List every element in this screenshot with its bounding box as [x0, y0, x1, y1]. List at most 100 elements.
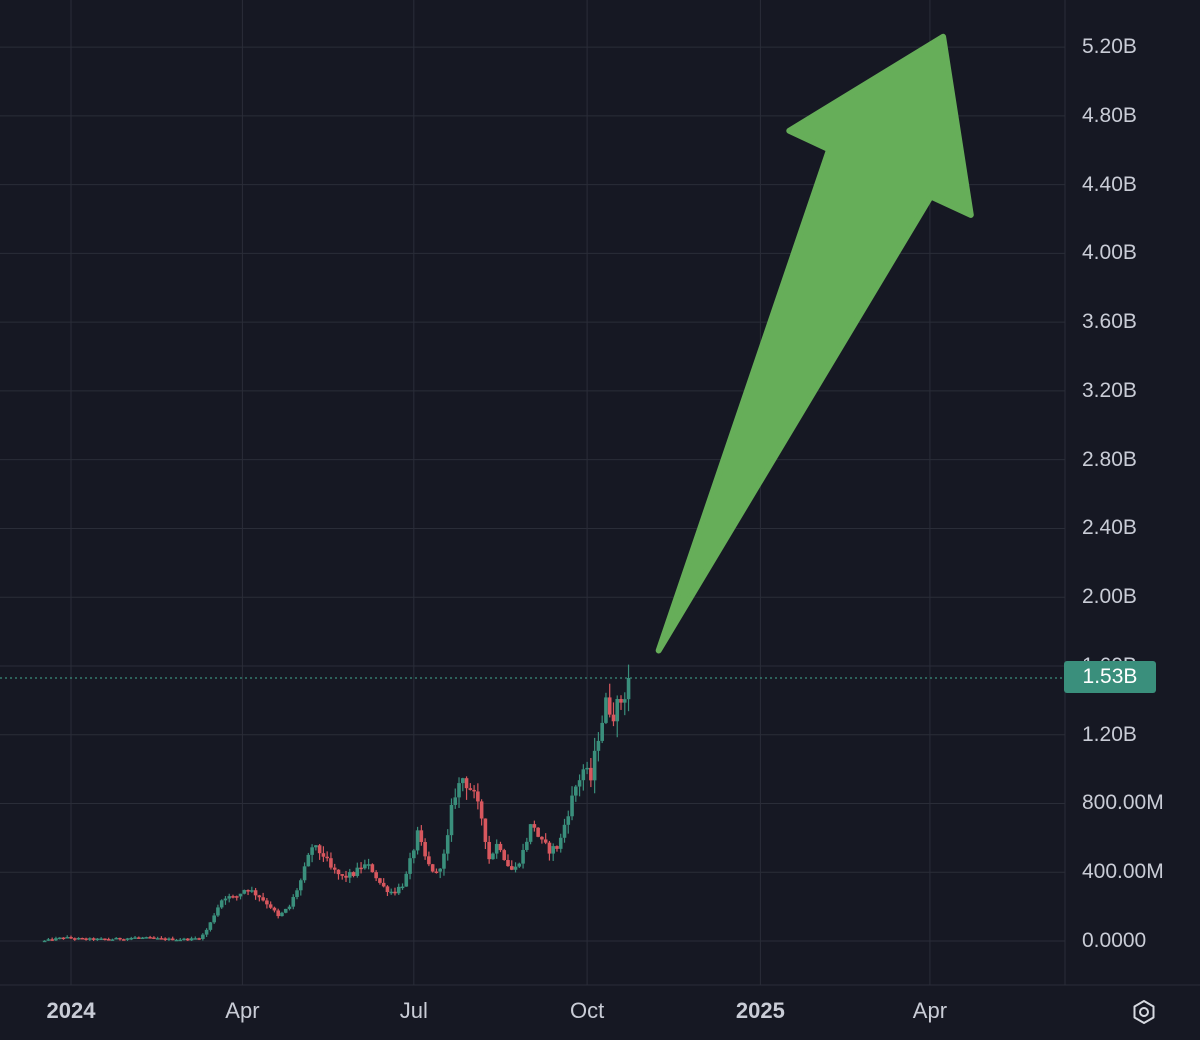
candle-body: [253, 890, 258, 896]
candle-body: [525, 841, 529, 850]
candle-body: [355, 867, 360, 876]
candle-body: [604, 697, 608, 723]
y-tick-label: 3.20B: [1082, 378, 1137, 402]
candle-body: [208, 922, 213, 930]
candle-body: [592, 750, 597, 781]
candle-body: [219, 900, 224, 908]
candle-body: [159, 938, 164, 940]
x-tick-label: Apr: [912, 998, 948, 1023]
x-tick-label: Oct: [569, 998, 605, 1023]
candle-body: [340, 874, 345, 876]
candle-body: [445, 835, 450, 854]
candle-body: [133, 937, 137, 939]
candle-body: [95, 938, 100, 941]
candle-body: [280, 912, 284, 917]
candle-body: [167, 938, 171, 940]
candle-body: [121, 939, 126, 941]
candle-body: [457, 783, 461, 798]
candle-body: [272, 907, 277, 911]
candles-group: [42, 664, 631, 943]
candle-body: [430, 864, 435, 872]
candle-body: [487, 841, 491, 860]
candle-body: [103, 938, 107, 941]
candle-body: [370, 864, 375, 873]
candle-body: [298, 880, 303, 891]
candle-body: [626, 677, 631, 700]
candle-body: [76, 937, 81, 940]
candle-body: [378, 878, 382, 883]
candle-body: [310, 847, 314, 855]
candle-body: [129, 937, 134, 940]
candle-body: [125, 938, 130, 940]
candle-body: [396, 886, 401, 894]
candle-body: [283, 908, 288, 913]
candle-body: [336, 869, 341, 875]
candle-body: [562, 824, 567, 838]
chart-settings-button[interactable]: [1128, 996, 1160, 1028]
candle-body: [359, 867, 363, 870]
candle-body: [118, 937, 122, 940]
candle-body: [558, 837, 563, 849]
candle-body: [491, 853, 495, 860]
candle-body: [517, 863, 522, 867]
candle-body: [589, 767, 593, 781]
candle-body: [521, 849, 525, 864]
candle-body: [366, 864, 371, 866]
candle-body: [234, 896, 239, 898]
candle-body: [332, 867, 337, 870]
candle-body: [114, 937, 119, 940]
candle-body: [170, 938, 175, 941]
candle-body: [163, 938, 167, 940]
y-tick-label: 4.00B: [1082, 241, 1137, 265]
candle-body: [212, 915, 216, 923]
candle-body: [460, 778, 465, 784]
candle-body: [611, 714, 616, 722]
candle-body: [110, 939, 115, 941]
candle-body: [498, 843, 503, 851]
candle-body: [140, 937, 145, 940]
candle-body: [532, 824, 537, 828]
candle-body: [287, 906, 292, 909]
candle-body: [246, 890, 250, 892]
candle-body: [189, 938, 194, 941]
candle-body: [137, 937, 141, 939]
settings-gear-icon: [1133, 1000, 1155, 1024]
candle-body: [325, 856, 329, 859]
candle-body: [317, 845, 322, 854]
candle-body: [427, 856, 431, 865]
candle-body: [464, 778, 469, 789]
candle-body: [321, 853, 326, 857]
candle-body: [423, 842, 427, 857]
candle-body: [178, 939, 183, 942]
candle-body: [72, 938, 77, 940]
y-tick-label: 4.80B: [1082, 103, 1137, 127]
candle-body: [88, 938, 92, 940]
y-tick-label: 4.40B: [1082, 172, 1137, 196]
candle-body: [442, 853, 446, 869]
candle-body: [615, 698, 620, 722]
candle-body: [231, 896, 235, 898]
candle-body: [276, 910, 280, 917]
candle-body: [347, 872, 352, 878]
candle-body: [506, 860, 510, 867]
candle-body: [197, 938, 201, 940]
candle-body: [566, 816, 571, 825]
y-tick-label: 1.20B: [1082, 722, 1137, 746]
y-tick-label: 2.00B: [1082, 585, 1137, 609]
candle-body: [295, 890, 299, 898]
candle-body: [57, 937, 62, 940]
candle-body: [65, 937, 70, 939]
candle-body: [434, 871, 439, 874]
candle-body: [216, 907, 220, 916]
y-tick-label: 400.00M: [1082, 860, 1164, 884]
candle-body: [622, 699, 627, 703]
candle-body: [547, 842, 552, 854]
y-tick-label: 2.40B: [1082, 516, 1137, 540]
candle-body: [476, 791, 480, 802]
candle-body: [42, 940, 47, 943]
x-tick-label: Apr: [225, 998, 260, 1023]
candle-body: [596, 740, 601, 751]
x-tick-label: 2024: [46, 998, 96, 1023]
